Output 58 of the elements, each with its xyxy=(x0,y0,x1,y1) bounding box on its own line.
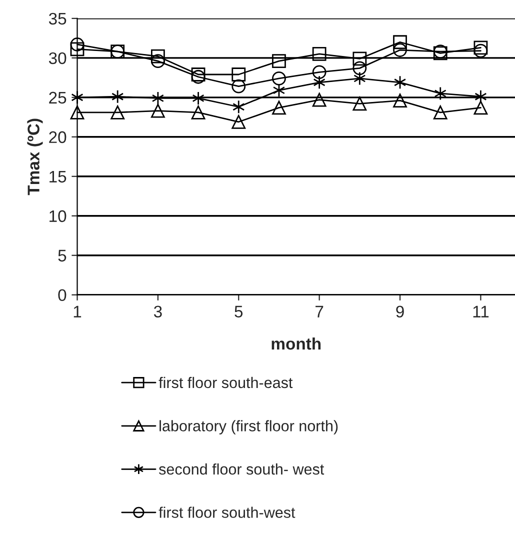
point xyxy=(232,100,245,114)
point xyxy=(191,70,206,84)
point xyxy=(312,92,326,107)
point xyxy=(232,79,246,94)
legend-label: first floor south-west xyxy=(158,506,296,518)
point xyxy=(150,54,165,68)
x-tick-label: 11 xyxy=(473,306,489,318)
point xyxy=(152,91,164,106)
y-tick-label: 35 xyxy=(48,12,66,25)
point xyxy=(150,49,165,64)
x-tick-label: 1 xyxy=(74,306,82,318)
y-tick-label: 10 xyxy=(50,210,66,222)
point xyxy=(272,100,286,115)
point xyxy=(191,68,206,82)
x-tick-label: 9 xyxy=(396,306,404,318)
y-tick-label: 0 xyxy=(58,289,66,302)
point xyxy=(111,90,124,104)
point xyxy=(312,65,326,80)
legend-label: laboratory (first floor north) xyxy=(160,420,338,434)
point xyxy=(110,105,125,120)
point xyxy=(272,72,286,86)
x-tick-label: 3 xyxy=(154,306,162,318)
y-tick-label: 25 xyxy=(49,92,66,104)
point xyxy=(474,44,488,58)
point xyxy=(352,61,367,76)
point xyxy=(393,94,407,108)
point xyxy=(192,91,204,106)
y-tick-label: 30 xyxy=(48,52,66,64)
point xyxy=(352,96,367,111)
point xyxy=(434,86,446,100)
point xyxy=(394,75,406,90)
point xyxy=(150,104,165,118)
point xyxy=(312,47,326,61)
y-axis-title: Tmax (ºC) xyxy=(27,118,43,196)
point xyxy=(352,52,367,66)
point xyxy=(70,42,84,56)
point xyxy=(191,105,206,120)
point xyxy=(232,114,246,129)
point xyxy=(393,43,407,57)
y-tick-label: 5 xyxy=(58,250,66,262)
x-tick-label: 7 xyxy=(316,306,324,318)
point xyxy=(70,105,84,120)
x-tick-label: 5 xyxy=(234,306,243,318)
point xyxy=(354,72,366,86)
point xyxy=(474,40,488,55)
point xyxy=(393,35,407,50)
point xyxy=(433,105,448,120)
point xyxy=(474,100,488,115)
legend-label: second floor south- west xyxy=(158,463,324,475)
x-axis-title: month xyxy=(272,337,321,350)
point xyxy=(313,75,326,90)
point xyxy=(272,83,286,98)
point xyxy=(272,54,286,68)
point xyxy=(70,38,84,52)
y-tick-label: 20 xyxy=(49,131,66,144)
y-tick-label: 15 xyxy=(50,170,66,183)
legend-label: first floor south-east xyxy=(158,376,293,388)
point xyxy=(232,68,246,82)
